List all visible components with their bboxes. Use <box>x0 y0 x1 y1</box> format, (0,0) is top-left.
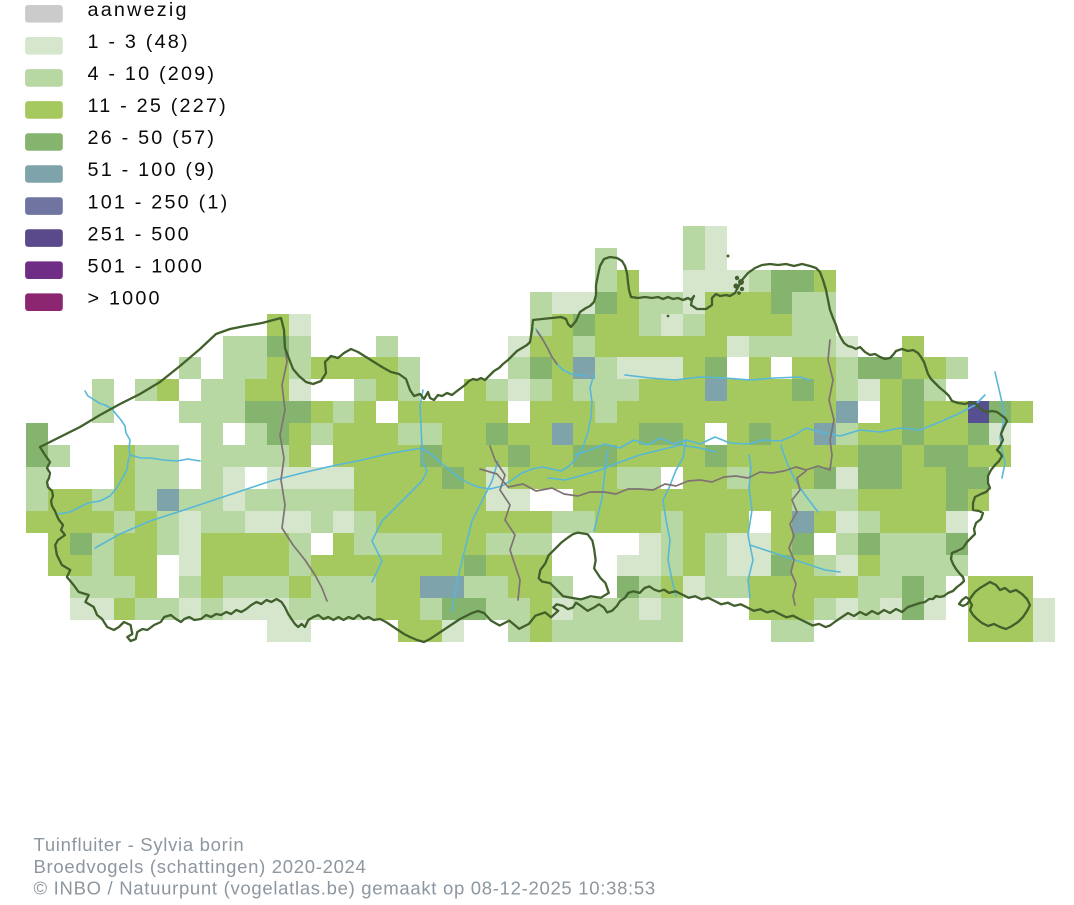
svg-text:101 - 250 (1): 101 - 250 (1) <box>88 191 230 213</box>
svg-text:Broedvogels (schattingen) 2020: Broedvogels (schattingen) 2020-2024 <box>34 856 367 877</box>
svg-text:501 - 1000: 501 - 1000 <box>88 255 205 277</box>
svg-text:> 1000: > 1000 <box>88 287 162 309</box>
svg-text:251 - 500: 251 - 500 <box>88 223 191 245</box>
svg-text:4 - 10 (209): 4 - 10 (209) <box>88 63 217 85</box>
svg-text:26 - 50 (57): 26 - 50 (57) <box>88 127 217 149</box>
svg-text:51 - 100 (9): 51 - 100 (9) <box>88 159 217 181</box>
svg-text:1 - 3 (48): 1 - 3 (48) <box>88 31 190 53</box>
svg-text:11 - 25 (227): 11 - 25 (227) <box>88 95 228 117</box>
svg-text:Tuinfluiter - Sylvia borin: Tuinfluiter - Sylvia borin <box>34 834 245 855</box>
svg-text:aanwezig: aanwezig <box>88 0 189 21</box>
svg-text:© INBO / Natuurpunt (vogelatla: © INBO / Natuurpunt (vogelatlas.be) gema… <box>34 878 656 899</box>
